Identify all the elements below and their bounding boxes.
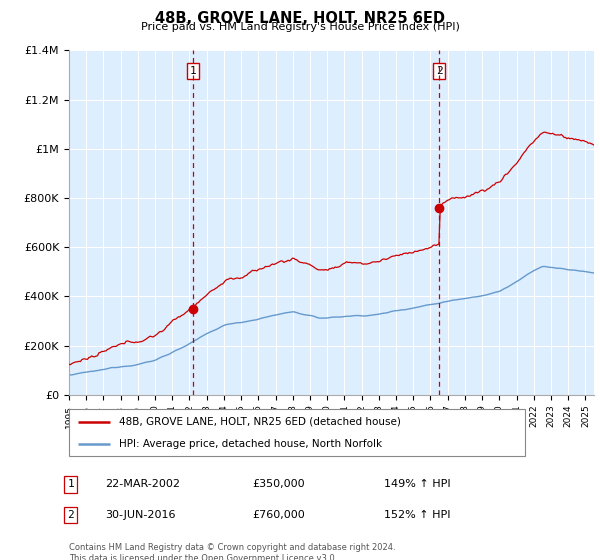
Text: 2: 2: [67, 510, 74, 520]
Text: HPI: Average price, detached house, North Norfolk: HPI: Average price, detached house, Nort…: [119, 438, 382, 449]
Text: £760,000: £760,000: [252, 510, 305, 520]
Text: 2: 2: [436, 66, 442, 76]
Text: 48B, GROVE LANE, HOLT, NR25 6ED: 48B, GROVE LANE, HOLT, NR25 6ED: [155, 11, 445, 26]
Text: 22-MAR-2002: 22-MAR-2002: [105, 479, 180, 489]
Text: Price paid vs. HM Land Registry's House Price Index (HPI): Price paid vs. HM Land Registry's House …: [140, 22, 460, 32]
Text: 149% ↑ HPI: 149% ↑ HPI: [384, 479, 451, 489]
Text: 48B, GROVE LANE, HOLT, NR25 6ED (detached house): 48B, GROVE LANE, HOLT, NR25 6ED (detache…: [119, 417, 401, 427]
Text: 30-JUN-2016: 30-JUN-2016: [105, 510, 176, 520]
Text: Contains HM Land Registry data © Crown copyright and database right 2024.
This d: Contains HM Land Registry data © Crown c…: [69, 543, 395, 560]
Text: 1: 1: [67, 479, 74, 489]
Text: 1: 1: [190, 66, 197, 76]
FancyBboxPatch shape: [69, 409, 525, 456]
Text: £350,000: £350,000: [252, 479, 305, 489]
Text: 152% ↑ HPI: 152% ↑ HPI: [384, 510, 451, 520]
